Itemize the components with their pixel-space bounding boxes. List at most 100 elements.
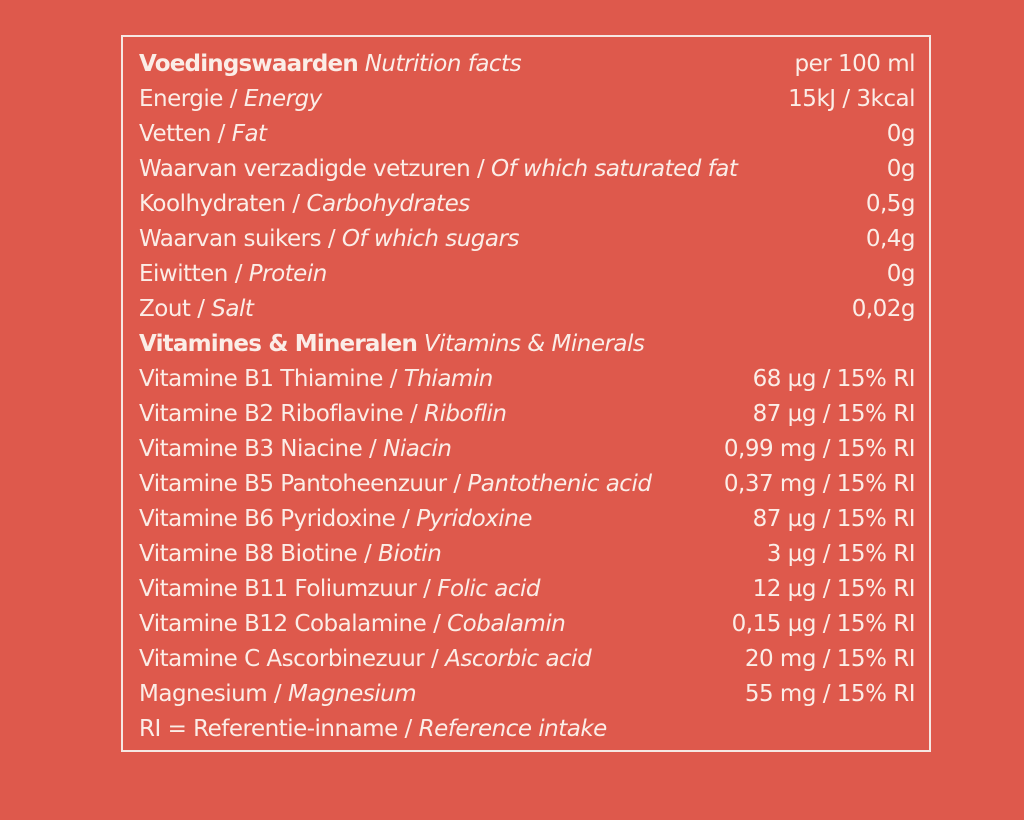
nutrition-table: Voedingswaarden Nutrition facts per 100 …: [139, 46, 916, 746]
vitamin-en: Riboflin: [424, 400, 507, 427]
nutrient-nl: Energie /: [139, 85, 244, 112]
vitamin-en: Thiamin: [403, 365, 493, 392]
vitamin-value: 20 mg / 15% RI: [744, 645, 916, 672]
nutrient-nl: Zout /: [139, 295, 212, 322]
title-nl: Voedingswaarden: [139, 50, 359, 77]
vitamin-value: 87 µg / 15% RI: [752, 505, 916, 532]
nutrient-row-sugars: Waarvan suikers / Of which sugars 0,4g: [139, 221, 916, 256]
vitamin-value: 0,99 mg / 15% RI: [723, 435, 916, 462]
nutrient-value: 15kJ / 3kcal: [788, 85, 915, 112]
nutrient-value: 0g: [886, 155, 916, 182]
vitamin-nl: Vitamine B1 Thiamine /: [139, 365, 404, 392]
vitamin-en: Biotin: [378, 540, 442, 567]
nutrient-label: Waarvan verzadigde vetzuren / Of which s…: [139, 155, 738, 182]
title-en: Nutrition facts: [364, 50, 522, 77]
vitamin-row-b2: Vitamine B2 Riboflavine / Riboflin 87 µg…: [139, 396, 916, 431]
vitamin-value: 0,15 µg / 15% RI: [731, 610, 916, 637]
nutrient-en: Carbohydrates: [306, 190, 470, 217]
vitamin-value: 55 mg / 15% RI: [744, 680, 916, 707]
vitamin-nl: Vitamine B5 Pantoheenzuur /: [139, 470, 468, 497]
nutrient-nl: Koolhydraten /: [139, 190, 307, 217]
vitamin-value: 87 µg / 15% RI: [752, 400, 916, 427]
vitamin-en: Cobalamin: [447, 610, 566, 637]
nutrient-en: Fat: [231, 120, 267, 147]
footnote: RI = Referentie-inname / Reference intak…: [139, 716, 607, 742]
vitamin-row-b12: Vitamine B12 Cobalamine / Cobalamin 0,15…: [139, 606, 916, 641]
vitamin-row-b5: Vitamine B5 Pantoheenzuur / Pantothenic …: [139, 466, 916, 501]
vitamins-header-label: Vitamines & Mineralen Vitamins & Mineral…: [139, 330, 645, 357]
vitamin-en: Folic acid: [437, 575, 540, 602]
vitamin-nl: Magnesium /: [139, 680, 288, 707]
vitamin-nl: Vitamine B11 Foliumzuur /: [139, 575, 438, 602]
vitamin-label: Vitamine B1 Thiamine / Thiamin: [139, 366, 493, 392]
vitamin-label: Vitamine B8 Biotine / Biotin: [139, 540, 442, 567]
footnote-nl: RI = Referentie-inname /: [139, 715, 419, 742]
vitamin-nl: Vitamine B12 Cobalamine /: [139, 610, 448, 637]
header-row: Voedingswaarden Nutrition facts per 100 …: [139, 46, 915, 81]
vitamin-value: 12 µg / 15% RI: [752, 575, 916, 602]
nutrient-row-energy: Energie / Energy 15kJ / 3kcal: [139, 81, 915, 116]
nutrient-row-fat: Vetten / Fat 0g: [139, 116, 916, 151]
per-100ml: per 100 ml: [794, 50, 915, 77]
vitamin-label: Vitamine B2 Riboflavine / Riboflin: [139, 401, 507, 427]
nutrient-row-salt: Zout / Salt 0,02g: [139, 291, 916, 326]
vitamin-row-b1: Vitamine B1 Thiamine / Thiamin 68 µg / 1…: [139, 361, 916, 396]
vitamins-title-nl: Vitamines & Mineralen: [139, 330, 418, 357]
vitamin-value: 3 µg / 15% RI: [766, 540, 916, 567]
footnote-en: Reference intake: [418, 715, 608, 742]
vitamin-value: 68 µg / 15% RI: [752, 365, 916, 392]
nutrient-label: Koolhydraten / Carbohydrates: [139, 191, 470, 217]
vitamin-label: Vitamine B6 Pyridoxine / Pyridoxine: [139, 506, 532, 532]
vitamin-en: Pantothenic acid: [467, 470, 652, 497]
vitamin-label: Vitamine B11 Foliumzuur / Folic acid: [139, 576, 540, 602]
nutrient-value: 0,4g: [865, 225, 916, 252]
nutrient-value: 0g: [886, 260, 916, 287]
vitamin-label: Vitamine B3 Niacine / Niacin: [139, 435, 452, 462]
nutrient-nl: Eiwitten /: [139, 260, 249, 287]
footnote-row: RI = Referentie-inname / Reference intak…: [139, 711, 915, 746]
nutrient-label: Energie / Energy: [139, 86, 322, 112]
nutrient-value: 0g: [886, 120, 916, 147]
vitamin-nl: Vitamine C Ascorbinezuur /: [139, 645, 446, 672]
nutrient-nl: Waarvan suikers /: [139, 225, 342, 252]
nutrient-en: Energy: [243, 85, 322, 112]
vitamins-title-en: Vitamins & Minerals: [423, 330, 645, 357]
nutrient-nl: Vetten /: [139, 120, 232, 147]
nutrition-facts-panel: Voedingswaarden Nutrition facts per 100 …: [121, 35, 931, 752]
nutrient-value: 0,5g: [865, 190, 916, 217]
vitamin-nl: Vitamine B3 Niacine /: [139, 435, 384, 462]
vitamins-header-row: Vitamines & Mineralen Vitamins & Mineral…: [139, 326, 915, 361]
vitamin-label: Vitamine C Ascorbinezuur / Ascorbic acid: [139, 645, 592, 672]
nutrient-value: 0,02g: [851, 295, 916, 322]
nutrient-en: Salt: [211, 295, 254, 322]
nutrient-row-protein: Eiwitten / Protein 0g: [139, 256, 916, 291]
vitamin-label: Vitamine B12 Cobalamine / Cobalamin: [139, 610, 566, 637]
nutrient-label: Eiwitten / Protein: [139, 261, 327, 287]
vitamin-en: Magnesium: [288, 680, 417, 707]
nutrient-label: Vetten / Fat: [139, 121, 267, 147]
nutrient-en: Of which saturated fat: [491, 155, 738, 182]
nutrient-en: Protein: [248, 260, 328, 287]
vitamin-en: Ascorbic acid: [445, 645, 592, 672]
vitamin-row-c: Vitamine C Ascorbinezuur / Ascorbic acid…: [139, 641, 916, 676]
header-label: Voedingswaarden Nutrition facts: [139, 50, 522, 77]
nutrient-row-saturated-fat: Waarvan verzadigde vetzuren / Of which s…: [139, 151, 916, 186]
vitamin-row-b11: Vitamine B11 Foliumzuur / Folic acid 12 …: [139, 571, 916, 606]
vitamin-row-b8: Vitamine B8 Biotine / Biotin 3 µg / 15% …: [139, 536, 916, 571]
vitamin-value: 0,37 mg / 15% RI: [723, 470, 916, 497]
nutrient-label: Waarvan suikers / Of which sugars: [139, 226, 519, 252]
vitamin-nl: Vitamine B2 Riboflavine /: [139, 400, 425, 427]
vitamin-label: Vitamine B5 Pantoheenzuur / Pantothenic …: [139, 470, 652, 497]
nutrient-en: Of which sugars: [341, 225, 520, 252]
vitamin-en: Niacin: [383, 435, 452, 462]
nutrient-label: Zout / Salt: [139, 295, 254, 322]
vitamin-label: Magnesium / Magnesium: [139, 680, 417, 707]
mineral-row-magnesium: Magnesium / Magnesium 55 mg / 15% RI: [139, 676, 916, 711]
vitamin-en: Pyridoxine: [416, 505, 532, 532]
vitamin-row-b3: Vitamine B3 Niacine / Niacin 0,99 mg / 1…: [139, 431, 916, 466]
nutrient-nl: Waarvan verzadigde vetzuren /: [139, 155, 492, 182]
vitamin-nl: Vitamine B8 Biotine /: [139, 540, 379, 567]
vitamin-nl: Vitamine B6 Pyridoxine /: [139, 505, 417, 532]
vitamin-row-b6: Vitamine B6 Pyridoxine / Pyridoxine 87 µ…: [139, 501, 916, 536]
nutrient-row-carbohydrates: Koolhydraten / Carbohydrates 0,5g: [139, 186, 916, 221]
